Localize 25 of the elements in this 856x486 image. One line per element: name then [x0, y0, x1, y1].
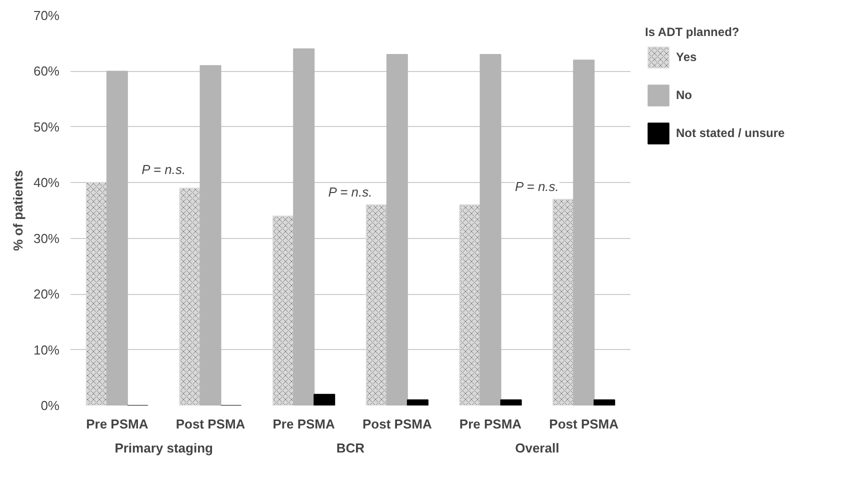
text: Primary staging [114, 440, 214, 456]
y-tick-label: 40% [33, 175, 60, 190]
x-tick-label: Pre PSMA [86, 416, 149, 432]
annotation: P = n.s. [328, 184, 372, 200]
legend-label: No [676, 88, 693, 102]
legend-label: Not stated / unsure [676, 126, 785, 140]
x-tick-label: Post PSMA [176, 416, 246, 432]
annotation: P = n.s. [142, 162, 186, 178]
legend-title: Is ADT planned? [645, 25, 740, 39]
text: BCR [336, 440, 366, 456]
y-tick-label: 20% [33, 286, 60, 302]
x-tick-label: Post PSMA [549, 416, 620, 432]
y-tick-label: 10% [33, 342, 60, 358]
y-tick-label: 60% [33, 64, 60, 79]
y-tick-label: 70% [33, 8, 60, 23]
x-tick-label: Pre PSMA [459, 416, 522, 432]
text: Overall [515, 440, 560, 456]
y-tick-label: 50% [33, 119, 60, 134]
y-tick-label: 0% [40, 398, 60, 413]
y-tick-label: 30% [33, 230, 60, 246]
y-axis-title: % of patients [10, 170, 26, 251]
legend-label: Yes [676, 50, 697, 64]
x-tick-label: Post PSMA [362, 416, 432, 432]
x-tick-label: Pre PSMA [272, 416, 336, 432]
annotation: P = n.s. [514, 178, 559, 194]
